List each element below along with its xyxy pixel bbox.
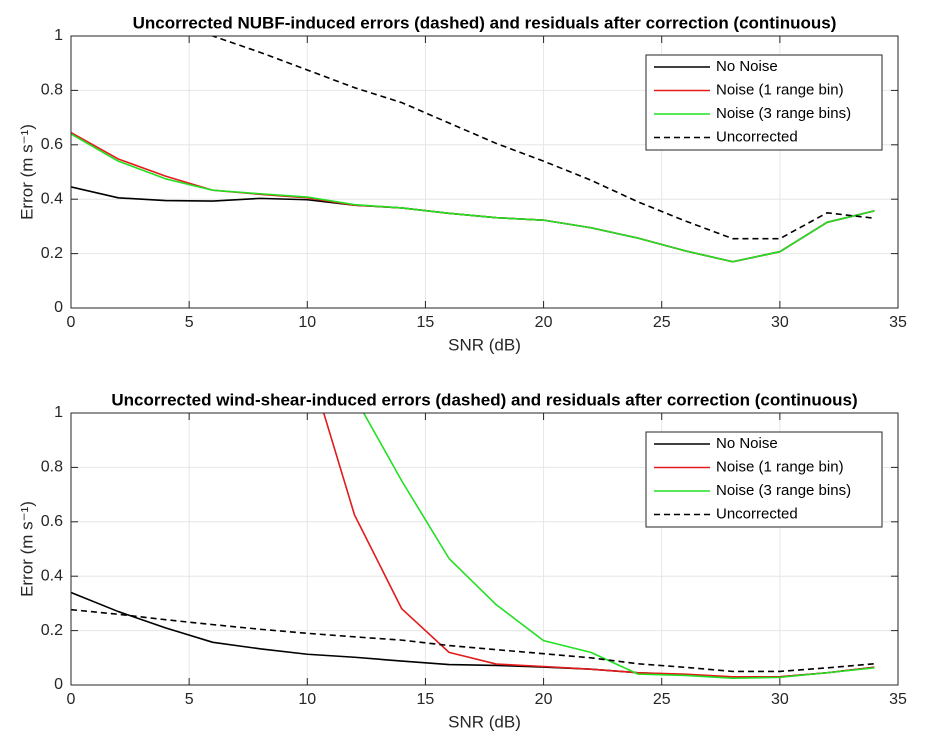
legend-label: No Noise [716,435,778,452]
y-axis-label: Error (m s⁻¹) [17,501,36,597]
legend-box [645,431,883,528]
y-tick-label: 0.4 [41,190,63,207]
y-tick-label: 0.8 [41,459,63,476]
legend-label: Uncorrected [716,128,798,145]
data-line [71,608,875,673]
y-tick-label: 1 [54,27,63,44]
legend-label: Noise (1 range bin) [716,458,844,475]
data-line [71,133,875,263]
x-tick-label: 35 [889,314,907,331]
x-tick-label: 30 [771,314,789,331]
x-tick-label: 25 [653,314,671,331]
data-line [322,413,875,678]
x-tick-label: 30 [771,691,789,708]
data-line [362,413,875,679]
x-tick-label: 35 [889,691,907,708]
legend-label: Noise (3 range bins) [716,482,851,499]
legend-box [645,54,883,151]
y-tick-label: 0.2 [41,622,63,639]
legend-label: No Noise [716,58,778,75]
legend-label: Uncorrected [716,505,798,522]
x-axis-label: SNR (dB) [448,335,521,354]
plot-lines [71,413,875,679]
y-tick-label: 0.6 [41,513,63,530]
x-tick-label: 5 [185,314,194,331]
y-tick-label: 0.8 [41,82,63,99]
y-axis-label: Error (m s⁻¹) [17,124,36,220]
x-tick-label: 20 [535,691,553,708]
chart-title: Uncorrected NUBF-induced errors (dashed)… [133,13,837,32]
x-tick-label: 10 [298,314,316,331]
x-tick-label: 15 [417,691,435,708]
legend-label: Noise (3 range bins) [716,105,851,122]
chart-title: Uncorrected wind-shear-induced errors (d… [111,390,857,409]
y-tick-label: 0 [54,299,63,316]
axes-box [70,412,899,686]
y-tick-label: 0.6 [41,136,63,153]
x-tick-label: 0 [67,314,76,331]
x-tick-label: 10 [298,691,316,708]
x-axis-label: SNR (dB) [448,712,521,731]
x-tick-label: 0 [67,691,76,708]
y-tick-label: 1 [54,404,63,421]
legend-label: Noise (1 range bin) [716,81,844,98]
x-tick-label: 15 [417,314,435,331]
x-tick-label: 25 [653,691,671,708]
y-tick-label: 0.4 [41,567,63,584]
x-tick-label: 5 [185,691,194,708]
y-tick-label: 0 [54,676,63,693]
plot-lines [71,36,875,263]
x-tick-label: 20 [535,314,553,331]
y-tick-label: 0.2 [41,245,63,262]
axes-box [70,35,899,309]
